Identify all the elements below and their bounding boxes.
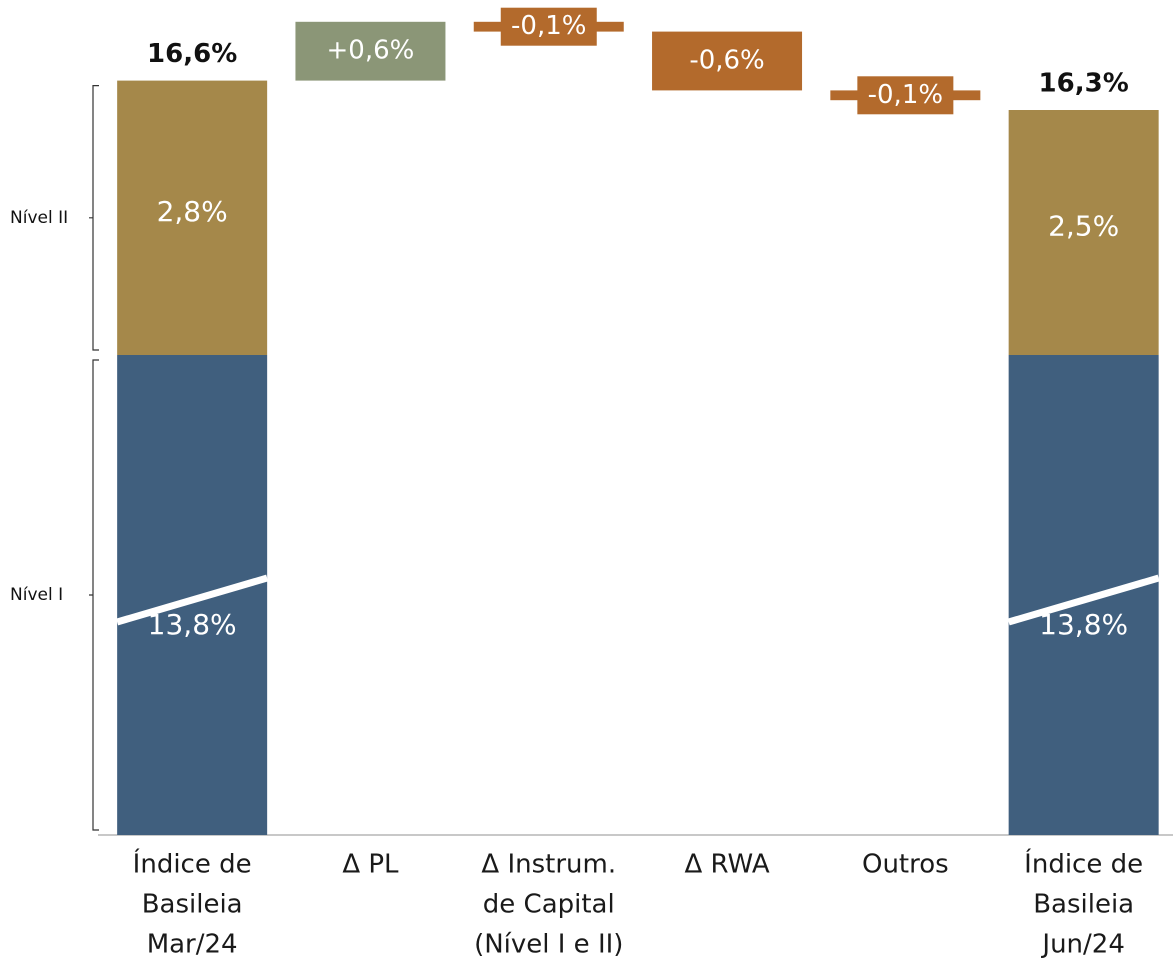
delta-bar: [652, 31, 803, 91]
segment-label: 13,8%: [148, 608, 237, 641]
x-tick-label: (Nível I e II): [474, 930, 623, 960]
axis-break: [1007, 574, 1160, 626]
bar-segment: [1008, 355, 1159, 835]
x-tick-label: Δ RWA: [684, 850, 769, 880]
delta-bar: [295, 21, 446, 81]
x-tick-label: Basileia: [1033, 890, 1134, 920]
bar-segment: [1008, 110, 1159, 355]
delta-label-box: [500, 7, 597, 46]
segment-label: 2,5%: [1048, 210, 1119, 243]
total-label: 16,3%: [1039, 69, 1129, 99]
x-tick-label: Mar/24: [147, 930, 238, 960]
delta-label: -0,1%: [868, 80, 943, 110]
axis-break: [116, 574, 269, 626]
x-tick-label: Δ Instrum.: [481, 850, 616, 880]
x-tick-label: Outros: [862, 850, 949, 880]
legend-label: Nível II: [10, 208, 68, 228]
segment-label: 13,8%: [1039, 608, 1128, 641]
brace: [89, 85, 99, 351]
delta-label-box: [857, 76, 954, 115]
bar-segment: [117, 355, 268, 835]
x-tick-label: Índice de: [1024, 848, 1143, 880]
legend-label: Nível I: [10, 585, 63, 605]
bar-segment: [117, 80, 268, 355]
delta-label: -0,1%: [511, 11, 586, 41]
delta-label: +0,6%: [327, 36, 415, 66]
x-tick-label: de Capital: [483, 890, 615, 920]
x-tick-label: Índice de: [133, 848, 252, 880]
segment-label: 2,8%: [157, 195, 228, 228]
total-label: 16,6%: [147, 39, 237, 69]
x-tick-label: Δ PL: [342, 850, 399, 880]
x-tick-label: Basileia: [142, 890, 243, 920]
brace: [89, 359, 99, 831]
x-tick-label: Jun/24: [1040, 930, 1124, 960]
delta-label: -0,6%: [689, 46, 764, 76]
